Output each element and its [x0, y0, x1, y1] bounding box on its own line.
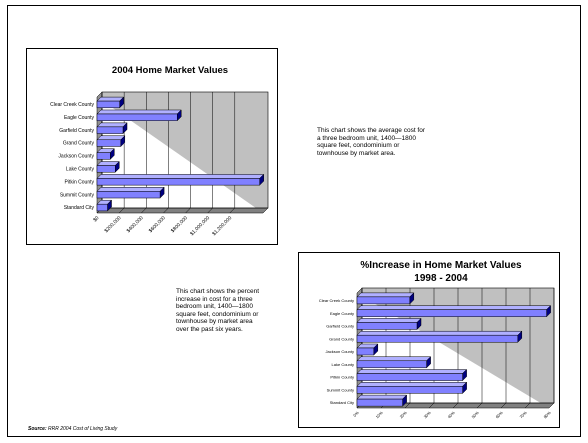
tick-label: 30% — [423, 410, 433, 420]
category-label: Garfield County — [326, 324, 354, 329]
category-label: Pitkin County — [65, 179, 95, 185]
category-label: Eagle County — [330, 311, 354, 316]
category-label: Standard City — [64, 205, 95, 211]
slide: 2004 Home Market Values Clear Creek Count… — [7, 5, 581, 437]
bar — [96, 191, 161, 199]
plot-back-wall — [357, 288, 554, 408]
tick-label: 20% — [399, 410, 409, 420]
tick-label: $0 — [92, 215, 100, 223]
bar-top — [356, 394, 408, 400]
bar-top — [356, 292, 415, 298]
bar-top — [356, 305, 552, 310]
source-label: Source: — [28, 426, 47, 432]
bar — [356, 373, 463, 381]
bar — [96, 165, 116, 173]
bar — [96, 203, 108, 212]
bar-top — [356, 356, 432, 362]
gridline-floor — [229, 207, 235, 214]
bar — [356, 309, 547, 317]
gridline-floor — [141, 207, 147, 214]
category-label: Clear Creek County — [50, 102, 94, 108]
bar-top — [96, 122, 128, 128]
tick-label: 60% — [495, 410, 505, 420]
category-label: Summit County — [327, 387, 354, 392]
tick-label: 50% — [471, 410, 481, 420]
tick-label: 80% — [543, 410, 553, 420]
bar — [96, 178, 260, 186]
category-label: Standard City — [330, 400, 354, 405]
tick-label: $600,000 — [148, 215, 167, 234]
tick-label: $400,000 — [126, 215, 145, 234]
bar — [356, 322, 418, 330]
chart-title-line: 1998 - 2004 — [414, 273, 468, 284]
bar — [356, 296, 411, 305]
chart-percent-increase: %Increase in Home Market Values 1998 - 20… — [298, 252, 560, 428]
tick-label: $1,000,000 — [189, 215, 211, 237]
category-label: Lake County — [332, 362, 354, 367]
category-label: Jackson County — [326, 349, 354, 354]
category-label: Lake County — [66, 166, 95, 172]
chart1-description: This chart shows the average cost for a … — [317, 127, 426, 157]
gridline-floor — [185, 207, 191, 214]
gridline-floor — [428, 402, 435, 409]
bar — [356, 398, 403, 407]
gridline-floor — [548, 402, 555, 409]
category-label: Eagle County — [64, 115, 95, 121]
bar-top — [356, 318, 422, 323]
tick-label: 70% — [519, 410, 529, 420]
category-label: Grand County — [329, 336, 354, 341]
tick-label: $1,200,000 — [211, 215, 233, 237]
category-label: Clear Creek County — [319, 298, 354, 303]
category-label: Pitkin County — [330, 375, 354, 380]
bar-top — [96, 96, 125, 102]
bar-top — [96, 135, 126, 141]
source-note: Source: RRR 2004 Cost of Living Study — [28, 426, 117, 432]
gridline-floor — [118, 207, 125, 214]
tick-label: 0% — [352, 410, 360, 418]
category-label: Summit County — [60, 192, 95, 198]
gridline-floor — [404, 402, 411, 409]
gridline-floor — [476, 402, 483, 409]
tick-label: $200,000 — [104, 215, 123, 234]
bar — [96, 113, 178, 121]
source-text: RRR 2004 Cost of Living Study — [46, 426, 118, 432]
tick-label: $800,000 — [170, 215, 189, 234]
gridline-floor — [524, 402, 531, 409]
gridline-floor — [452, 402, 459, 409]
gridline-floor — [500, 402, 507, 409]
bar — [356, 360, 427, 369]
gridline-floor — [207, 207, 213, 214]
bar — [96, 100, 120, 109]
bar-top — [96, 109, 182, 115]
bar-top — [356, 330, 523, 336]
tick-label: 10% — [375, 410, 385, 420]
category-label: Jackson County — [58, 154, 94, 160]
category-label: Garfield County — [59, 128, 94, 134]
bar-top — [96, 187, 165, 192]
chart2-description: This chart shows the percent increase in… — [176, 288, 260, 333]
bar — [96, 152, 111, 160]
bar — [356, 334, 519, 343]
bar-top — [356, 369, 468, 374]
chart2-svg: %Increase in Home Market Values 1998 - 20… — [319, 260, 555, 420]
gridline-floor — [163, 207, 169, 214]
chart-home-market-values: 2004 Home Market Values Clear Creek Count… — [26, 48, 278, 245]
bar — [96, 126, 124, 134]
bar — [356, 386, 463, 394]
tick-label: 40% — [447, 410, 457, 420]
chart-title-line: %Increase in Home Market Values — [360, 260, 522, 271]
bar-top — [96, 174, 265, 179]
bar — [96, 139, 122, 147]
plot-floor — [96, 207, 269, 214]
category-label: Grand County — [63, 141, 95, 147]
bar-top — [356, 382, 468, 387]
bar — [356, 347, 375, 356]
chart-title-line: 2004 Home Market Values — [112, 65, 228, 76]
chart1-svg: 2004 Home Market Values Clear Creek Count… — [50, 65, 269, 237]
